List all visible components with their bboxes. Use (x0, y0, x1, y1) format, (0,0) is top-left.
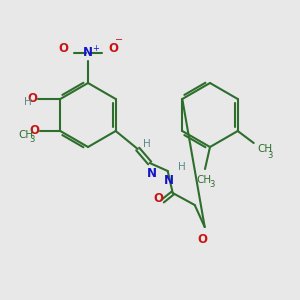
Text: CH: CH (258, 144, 273, 154)
Text: H: H (178, 162, 185, 172)
Text: +: + (92, 44, 99, 53)
Text: O: O (198, 233, 208, 246)
Text: H: H (143, 139, 151, 149)
Text: O: O (154, 193, 164, 206)
Text: O: O (58, 43, 68, 56)
Text: N: N (164, 174, 174, 187)
Text: N: N (147, 167, 157, 180)
Text: O: O (27, 92, 37, 106)
Text: 3: 3 (30, 136, 35, 145)
Text: N: N (83, 46, 93, 59)
Text: 3: 3 (268, 151, 273, 160)
Text: CH: CH (196, 175, 211, 185)
Text: 3: 3 (209, 180, 215, 189)
Text: −: − (115, 35, 123, 45)
Text: CH: CH (19, 130, 34, 140)
Text: H: H (24, 97, 32, 107)
Text: O: O (29, 124, 39, 137)
Text: O: O (108, 43, 118, 56)
